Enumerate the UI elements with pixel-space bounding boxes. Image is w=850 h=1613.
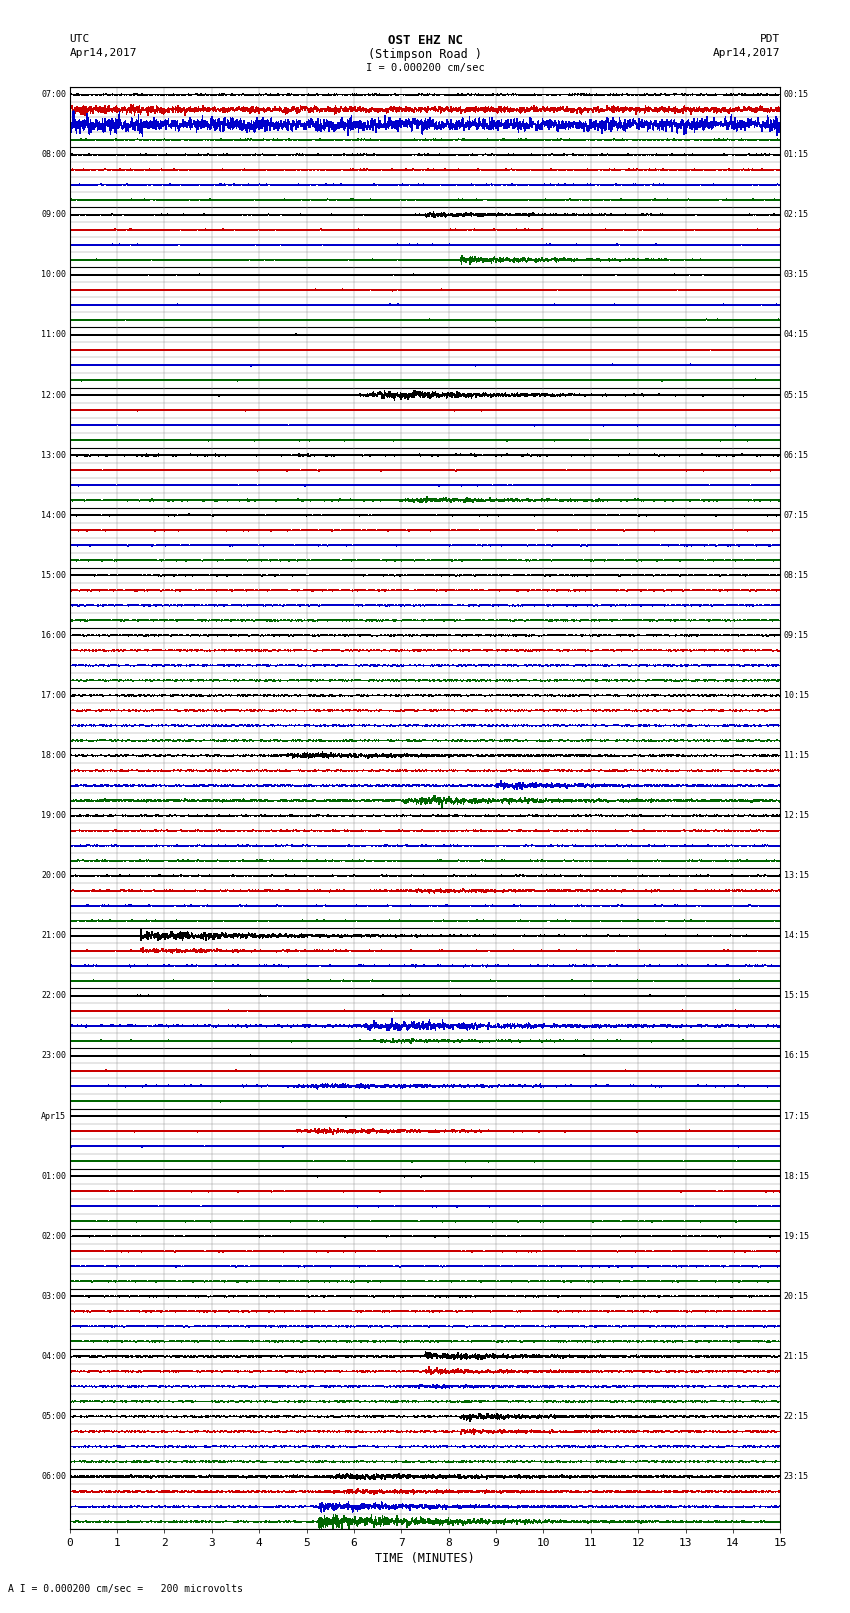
Text: PDT: PDT xyxy=(760,34,780,44)
X-axis label: TIME (MINUTES): TIME (MINUTES) xyxy=(375,1552,475,1565)
Text: 11:00: 11:00 xyxy=(41,331,66,339)
Text: OST EHZ NC: OST EHZ NC xyxy=(388,34,462,47)
Text: (Stimpson Road ): (Stimpson Road ) xyxy=(368,48,482,61)
Text: 02:00: 02:00 xyxy=(41,1232,66,1240)
Text: 09:15: 09:15 xyxy=(784,631,809,640)
Text: 04:00: 04:00 xyxy=(41,1352,66,1361)
Text: 17:00: 17:00 xyxy=(41,690,66,700)
Text: 11:15: 11:15 xyxy=(784,752,809,760)
Text: Apr14,2017: Apr14,2017 xyxy=(70,48,137,58)
Text: A I = 0.000200 cm/sec =   200 microvolts: A I = 0.000200 cm/sec = 200 microvolts xyxy=(8,1584,243,1594)
Text: 17:15: 17:15 xyxy=(784,1111,809,1121)
Text: 23:15: 23:15 xyxy=(784,1473,809,1481)
Text: 10:00: 10:00 xyxy=(41,271,66,279)
Text: 01:15: 01:15 xyxy=(784,150,809,160)
Text: 15:15: 15:15 xyxy=(784,992,809,1000)
Text: 07:00: 07:00 xyxy=(41,90,66,98)
Text: 15:00: 15:00 xyxy=(41,571,66,579)
Text: 01:00: 01:00 xyxy=(41,1171,66,1181)
Text: 18:00: 18:00 xyxy=(41,752,66,760)
Text: 05:15: 05:15 xyxy=(784,390,809,400)
Text: 08:15: 08:15 xyxy=(784,571,809,579)
Text: 10:15: 10:15 xyxy=(784,690,809,700)
Text: 18:15: 18:15 xyxy=(784,1171,809,1181)
Text: 19:15: 19:15 xyxy=(784,1232,809,1240)
Text: 03:00: 03:00 xyxy=(41,1292,66,1300)
Text: 09:00: 09:00 xyxy=(41,210,66,219)
Text: 21:15: 21:15 xyxy=(784,1352,809,1361)
Text: 06:15: 06:15 xyxy=(784,450,809,460)
Text: 19:00: 19:00 xyxy=(41,811,66,819)
Text: 07:15: 07:15 xyxy=(784,511,809,519)
Text: 21:00: 21:00 xyxy=(41,931,66,940)
Text: UTC: UTC xyxy=(70,34,90,44)
Text: 13:00: 13:00 xyxy=(41,450,66,460)
Text: 23:00: 23:00 xyxy=(41,1052,66,1060)
Text: 05:00: 05:00 xyxy=(41,1411,66,1421)
Text: 02:15: 02:15 xyxy=(784,210,809,219)
Text: 12:00: 12:00 xyxy=(41,390,66,400)
Text: 08:00: 08:00 xyxy=(41,150,66,160)
Text: 03:15: 03:15 xyxy=(784,271,809,279)
Text: 22:00: 22:00 xyxy=(41,992,66,1000)
Text: 12:15: 12:15 xyxy=(784,811,809,819)
Text: 00:15: 00:15 xyxy=(784,90,809,98)
Text: 16:00: 16:00 xyxy=(41,631,66,640)
Text: 04:15: 04:15 xyxy=(784,331,809,339)
Text: 22:15: 22:15 xyxy=(784,1411,809,1421)
Text: Apr15: Apr15 xyxy=(41,1111,66,1121)
Text: 20:15: 20:15 xyxy=(784,1292,809,1300)
Text: 20:00: 20:00 xyxy=(41,871,66,881)
Text: 14:00: 14:00 xyxy=(41,511,66,519)
Text: 06:00: 06:00 xyxy=(41,1473,66,1481)
Text: I = 0.000200 cm/sec: I = 0.000200 cm/sec xyxy=(366,63,484,73)
Text: Apr14,2017: Apr14,2017 xyxy=(713,48,780,58)
Text: 16:15: 16:15 xyxy=(784,1052,809,1060)
Text: 13:15: 13:15 xyxy=(784,871,809,881)
Text: 14:15: 14:15 xyxy=(784,931,809,940)
